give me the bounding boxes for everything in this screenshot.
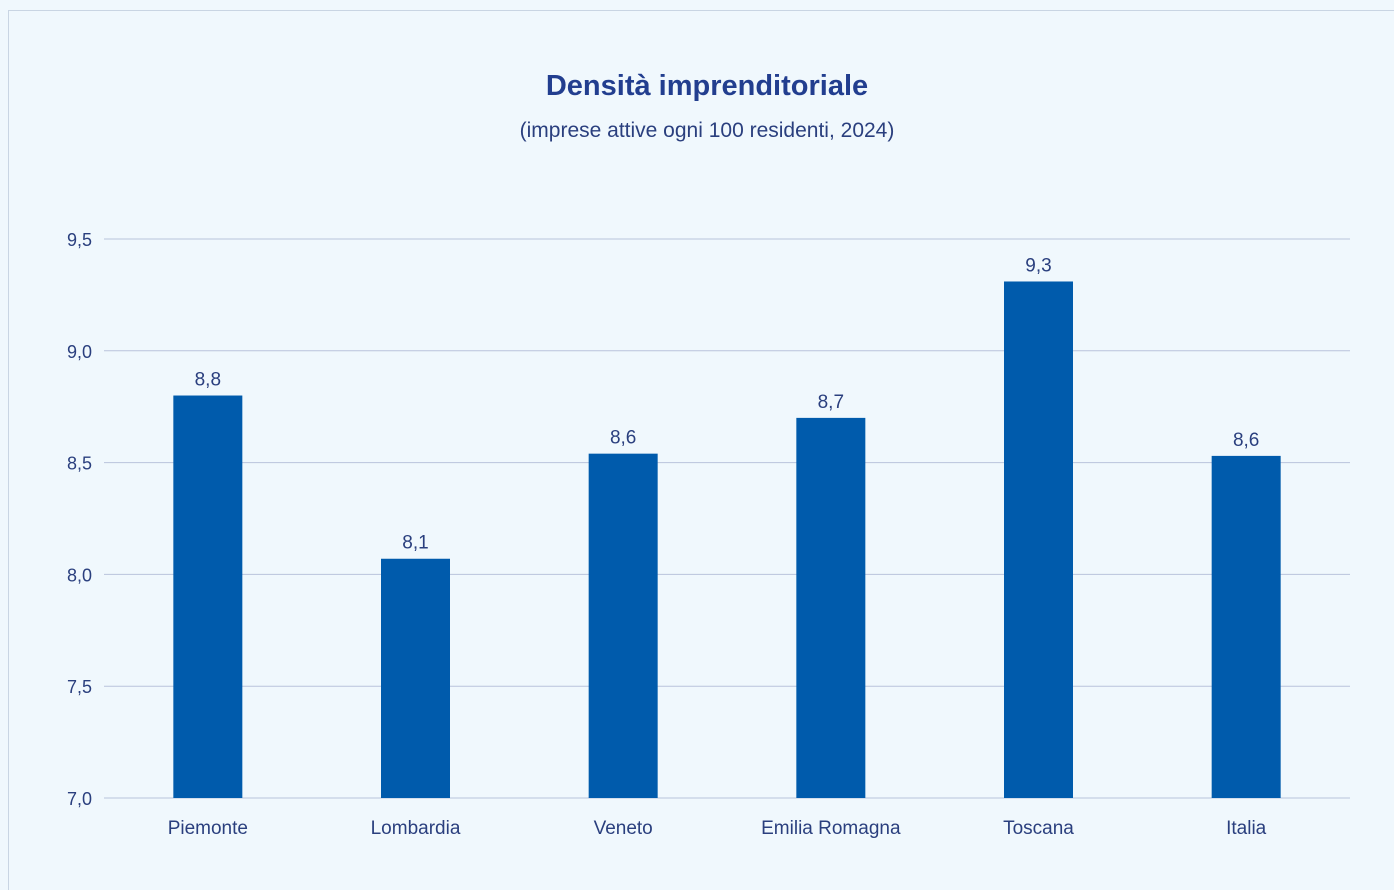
x-tick-label: Piemonte (168, 818, 248, 839)
bar (1004, 281, 1073, 798)
x-tick-label: Lombardia (371, 818, 461, 839)
bar-chart: 7,0 7,5 8,0 8,5 9,0 9,5 8,8 Piemonte 8,1 Lombardi… (67, 230, 1350, 839)
data-label: 8,1 (402, 533, 428, 554)
x-tick-label: Toscana (1003, 818, 1074, 839)
y-tick-label: 8,0 (67, 565, 92, 585)
bar (381, 558, 450, 798)
chart-frame (8, 10, 1394, 890)
data-label: 8,7 (818, 392, 844, 413)
data-label: 8,8 (195, 370, 221, 391)
chart-title: Densità imprenditoriale (545, 70, 869, 102)
y-tick-label: 8,5 (67, 454, 92, 474)
y-tick-label: 9,0 (67, 342, 92, 362)
bar (796, 417, 866, 798)
x-tick-label: Emilia Romagna (761, 818, 901, 839)
bar (1211, 455, 1281, 798)
x-tick-label: Italia (1226, 818, 1267, 839)
data-label: 8,6 (1233, 430, 1259, 451)
bar (588, 453, 658, 798)
y-tick-label: 7,0 (67, 789, 92, 809)
data-label: 9,3 (1025, 255, 1051, 276)
data-label: 8,6 (610, 428, 636, 449)
x-tick-label: Veneto (594, 818, 653, 839)
bar (173, 395, 243, 798)
y-tick-label: 9,5 (67, 230, 92, 250)
y-tick-label: 7,5 (67, 677, 92, 697)
chart-subtitle: (imprese attive ogni 100 residenti, 2024… (519, 119, 895, 142)
